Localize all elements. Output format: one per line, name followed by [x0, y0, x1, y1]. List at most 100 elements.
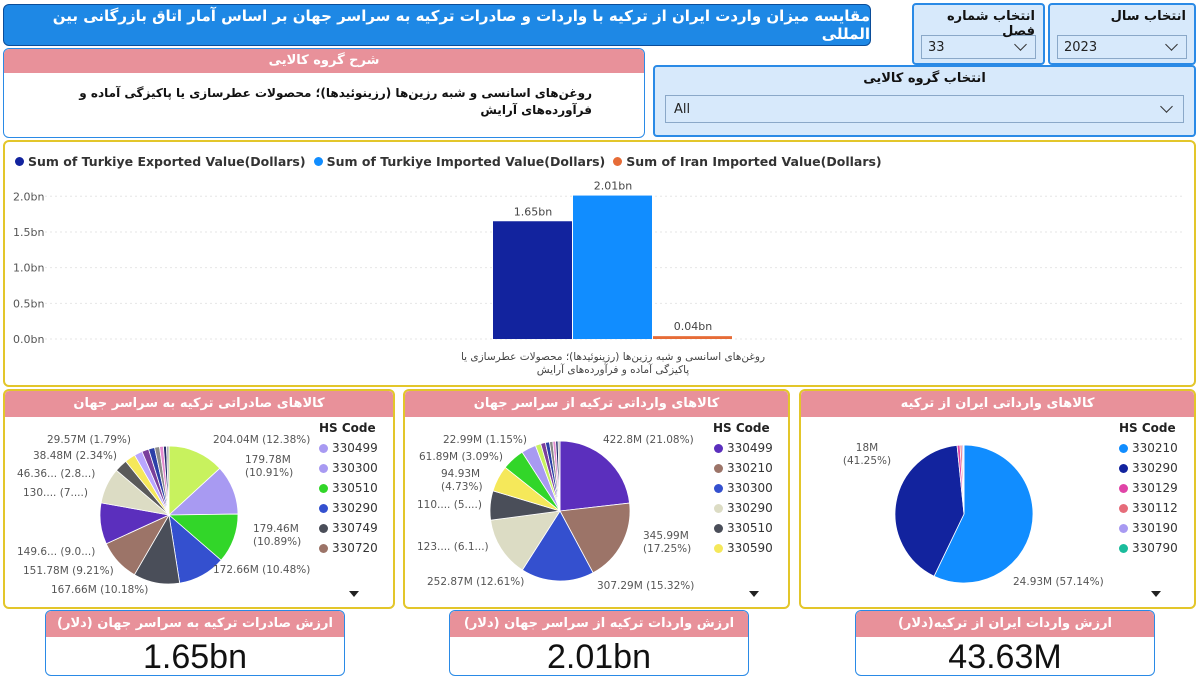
- pie-data-label: 24.93M (57.14%): [1013, 576, 1104, 588]
- pie-data-label: 94.93M (4.73%): [441, 468, 483, 493]
- pie-data-label: 167.66M (10.18%): [51, 584, 148, 596]
- legend-scroll-down-icon[interactable]: [349, 591, 359, 597]
- pie-slice[interactable]: [559, 440, 630, 512]
- legend-item[interactable]: 330749: [319, 521, 378, 535]
- pie-slice[interactable]: [490, 510, 561, 571]
- x-category-label: روغن‌های اسانسی و شبه رزین‌ها (رزینوئیده…: [461, 351, 765, 376]
- legend-item[interactable]: 330499: [714, 441, 773, 455]
- year-dropdown[interactable]: 2023: [1057, 35, 1187, 59]
- legend-item[interactable]: 330300: [714, 481, 773, 495]
- pie-data-label: 151.78M (9.21%): [23, 565, 114, 577]
- legend-dot-icon: [319, 443, 328, 453]
- legend-scroll-down-icon[interactable]: [1151, 591, 1161, 597]
- pie-slice[interactable]: [521, 510, 594, 582]
- bar-2[interactable]: [573, 195, 652, 339]
- chapter-value: 33: [928, 39, 945, 55]
- group-dropdown[interactable]: All: [665, 95, 1184, 123]
- legend-dot-icon: [1119, 523, 1128, 533]
- legend-dot-icon: [319, 543, 328, 553]
- legend-label: 330210: [727, 461, 773, 475]
- pie-data-label: 61.89M (3.09%): [419, 451, 503, 463]
- bar-chart-panel: Sum of Turkiye Exported Value(Dollars) S…: [3, 140, 1196, 387]
- y-tick-label: 2.0bn: [13, 190, 44, 203]
- bar-chart-legend: Sum of Turkiye Exported Value(Dollars) S…: [15, 154, 882, 169]
- pie-data-label: 422.8M (21.08%): [603, 434, 694, 446]
- legend-item[interactable]: 330300: [319, 461, 378, 475]
- pie-data-label: 307.29M (15.32%): [597, 580, 694, 592]
- dashboard-title-text: مقایسه میزان واردت ایران از ترکیه با وار…: [52, 7, 870, 43]
- kpi-label: ارزش واردات ایران از ترکیه(دلار): [856, 611, 1154, 637]
- bar-data-label: 1.65bn: [514, 205, 552, 218]
- pie-slice[interactable]: [166, 445, 170, 516]
- group-slicer: انتخاب گروه کالایی All: [653, 65, 1196, 137]
- pie-data-label: 172.66M (10.48%): [213, 564, 310, 576]
- legend-item-turkiye-imported[interactable]: Sum of Turkiye Imported Value(Dollars): [313, 154, 605, 169]
- pie-slice[interactable]: [894, 444, 965, 577]
- pie-title: کالاهای وارداتی ایران از ترکیه: [801, 391, 1194, 417]
- legend-label: 330190: [1132, 521, 1178, 535]
- pie-slice[interactable]: [933, 444, 1034, 584]
- legend-label: 330790: [1132, 541, 1178, 555]
- bar-3[interactable]: [653, 336, 732, 339]
- legend-item[interactable]: 330590: [714, 541, 773, 555]
- legend-scroll-down-icon[interactable]: [749, 591, 759, 597]
- legend-item-iran-imported[interactable]: Sum of Iran Imported Value(Dollars): [613, 154, 882, 169]
- group-description-card: شرح گروه کالایی روغن‌های اسانسی و شبه رز…: [3, 48, 645, 138]
- legend-item[interactable]: 330790: [1119, 541, 1178, 555]
- legend-item[interactable]: 330112: [1119, 501, 1178, 515]
- pie-slice[interactable]: [168, 445, 221, 516]
- legend-title: HS Code: [319, 421, 376, 435]
- year-slicer-label: انتخاب سال: [1110, 9, 1186, 24]
- pie-panel-turkiye-imports: کالاهای وارداتی ترکیه از سراسر جهان 422.…: [403, 389, 790, 609]
- y-tick-label: 1.0bn: [13, 262, 44, 275]
- chapter-slicer: انتخاب شماره فصل 33: [912, 3, 1045, 65]
- legend-label: 330129: [1132, 481, 1178, 495]
- pie-slice[interactable]: [559, 502, 631, 574]
- legend-dot-icon: [714, 503, 723, 513]
- legend-item[interactable]: 330290: [1119, 461, 1178, 475]
- legend-item[interactable]: 330129: [1119, 481, 1178, 495]
- legend-dot-icon: [714, 443, 723, 453]
- legend-item[interactable]: 330720: [319, 541, 378, 555]
- legend-dot-icon: [319, 483, 328, 493]
- group-description-text: روغن‌های اسانسی و شبه رزین‌ها (رزینوئیده…: [79, 86, 592, 117]
- chevron-down-icon: [1165, 38, 1178, 51]
- pie-slice[interactable]: [557, 440, 561, 512]
- kpi-label: ارزش واردات ترکیه از سراسر جهان (دلار): [450, 611, 748, 637]
- legend-item[interactable]: 330210: [1119, 441, 1178, 455]
- legend-item[interactable]: 330510: [319, 481, 378, 495]
- legend-item[interactable]: 330190: [1119, 521, 1178, 535]
- pie-data-label: 22.99M (1.15%): [443, 434, 527, 446]
- kpi-label: ارزش صادرات ترکیه به سراسر جهان (دلار): [46, 611, 344, 637]
- legend-label: 330210: [1132, 441, 1178, 455]
- chevron-down-icon: [1014, 38, 1027, 51]
- legend-dot-icon: [714, 543, 723, 553]
- group-description-header: شرح گروه کالایی: [4, 49, 644, 73]
- legend-item-turkiye-exported[interactable]: Sum of Turkiye Exported Value(Dollars): [15, 154, 306, 169]
- legend-item[interactable]: 330290: [319, 501, 378, 515]
- chapter-dropdown[interactable]: 33: [921, 35, 1036, 59]
- legend-dot-icon: [319, 503, 328, 513]
- legend-item[interactable]: 330210: [714, 461, 773, 475]
- legend-label: 330590: [727, 541, 773, 555]
- legend-item[interactable]: 330290: [714, 501, 773, 515]
- year-slicer: انتخاب سال 2023: [1048, 3, 1196, 65]
- legend-item[interactable]: 330499: [319, 441, 378, 455]
- kpi-value: 1.65bn: [143, 638, 247, 676]
- legend-label: 330290: [727, 501, 773, 515]
- legend-dot-icon: [319, 523, 328, 533]
- legend-label: 330510: [332, 481, 378, 495]
- chapter-slicer-label: انتخاب شماره فصل: [946, 9, 1035, 39]
- bar-1[interactable]: [493, 221, 572, 339]
- group-value: All: [674, 101, 691, 117]
- legend-dot-icon: [714, 463, 723, 473]
- legend-dot-icon: [1119, 543, 1128, 553]
- legend-dot-icon: [714, 523, 723, 533]
- pie-data-label: 345.99M (17.25%): [643, 530, 691, 555]
- legend-dot-icon: [1119, 483, 1128, 493]
- legend-dot-icon: [613, 157, 623, 166]
- legend-dot-icon: [319, 463, 328, 473]
- legend-item[interactable]: 330510: [714, 521, 773, 535]
- legend-title: HS Code: [713, 421, 770, 435]
- y-tick-label: 0.0bn: [13, 333, 44, 346]
